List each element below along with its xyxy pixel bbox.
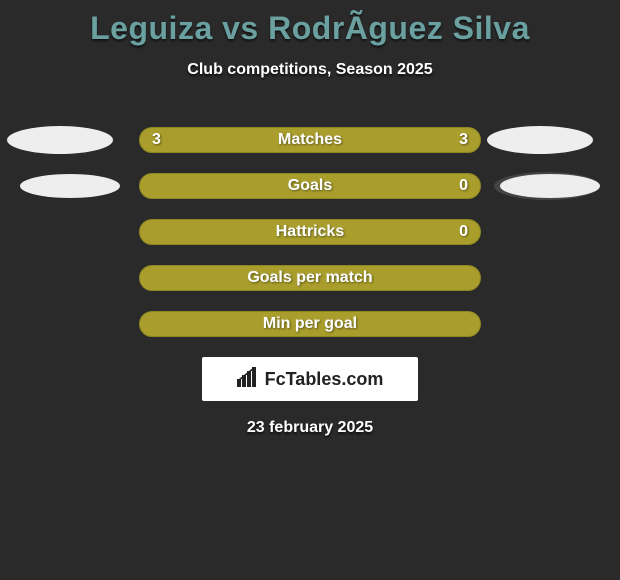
page-title: Leguiza vs RodrÃ­guez Silva [0, 0, 620, 47]
date-label: 23 february 2025 [0, 419, 620, 437]
stat-row: 0 Hattricks [0, 209, 620, 255]
bars-icon [237, 367, 259, 392]
stat-value-right: 0 [459, 223, 468, 241]
stat-label: Hattricks [276, 223, 344, 241]
stat-value-left: 3 [152, 131, 161, 149]
stat-label: Matches [278, 131, 342, 149]
stat-bar: 3 3 Matches [139, 127, 481, 153]
player-b-name: RodrÃ­guez Silva [268, 10, 530, 46]
stat-bar: 0 Hattricks [139, 219, 481, 245]
vs-separator: vs [222, 10, 259, 46]
stat-label: Min per goal [263, 315, 357, 333]
stat-label: Goals [288, 177, 332, 195]
stat-bar: Goals per match [139, 265, 481, 291]
stat-row: 0 Goals [0, 163, 620, 209]
comparison-card: Leguiza vs RodrÃ­guez Silva Club competi… [0, 0, 620, 580]
ellipse-right [487, 126, 593, 154]
player-a-name: Leguiza [90, 10, 213, 46]
ellipse-right [500, 174, 600, 198]
brand-badge[interactable]: FcTables.com [202, 357, 418, 401]
ellipse-left [7, 126, 113, 154]
stat-bar: Min per goal [139, 311, 481, 337]
stat-row: Goals per match [0, 255, 620, 301]
stat-row: Min per goal [0, 301, 620, 347]
stat-row: 3 3 Matches [0, 117, 620, 163]
stat-bar: 0 Goals [139, 173, 481, 199]
subtitle: Club competitions, Season 2025 [0, 61, 620, 79]
ellipse-left [20, 174, 120, 198]
stat-value-right: 0 [459, 177, 468, 195]
stat-value-right: 3 [459, 131, 468, 149]
stats-container: 3 3 Matches 0 Goals 0 Hattricks Goals per match… [0, 117, 620, 347]
brand-text: FcTables.com [265, 369, 384, 390]
stat-label: Goals per match [247, 269, 372, 287]
